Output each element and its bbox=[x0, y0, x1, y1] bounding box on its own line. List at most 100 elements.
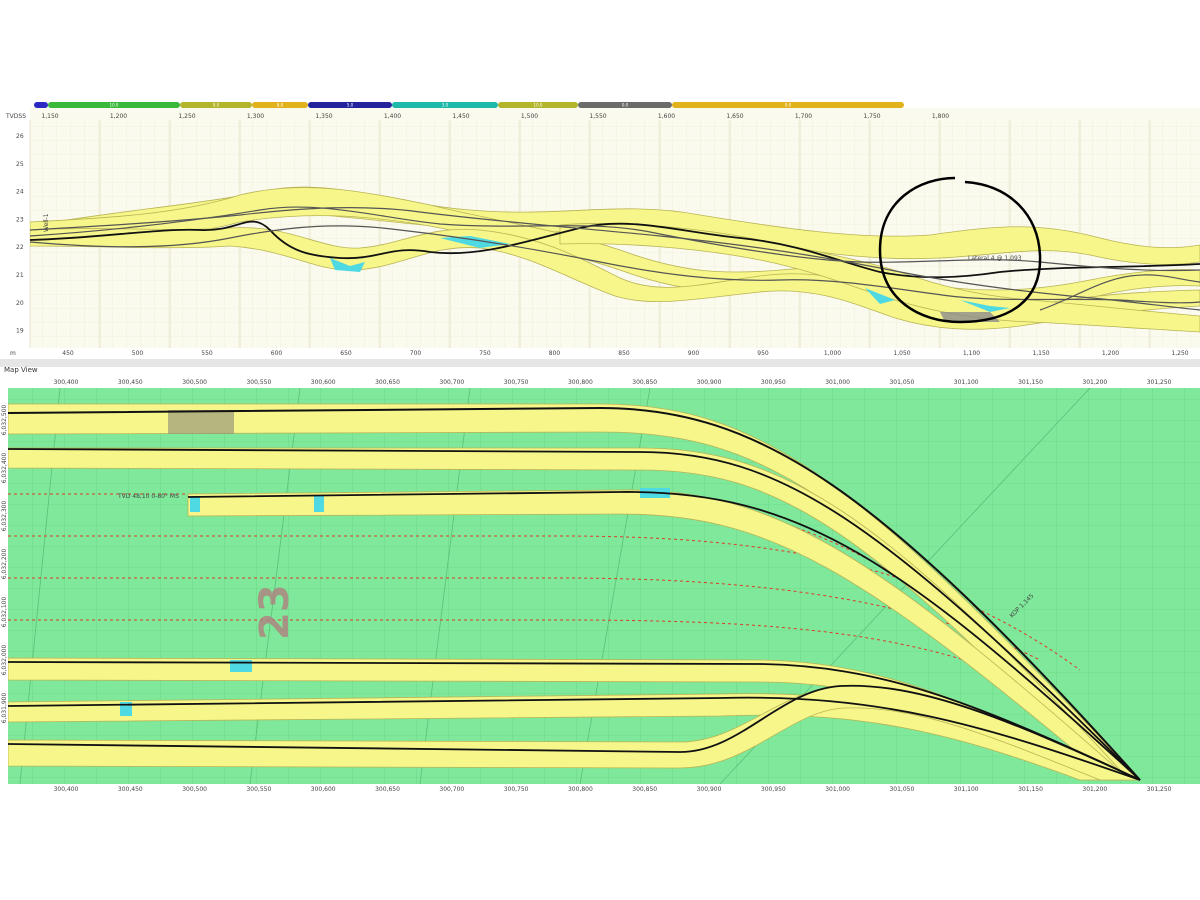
map-top-tick: 300,500 bbox=[182, 379, 207, 386]
profile-bottom-ticks: 450 500 550 600 650 700 750 800 850 900 950 1,000 1,… bbox=[62, 350, 1188, 357]
map-top-tick: 300,600 bbox=[311, 379, 336, 386]
map-y-tick: 6,032,400 bbox=[1, 453, 8, 484]
map-bottom-tick: 300,950 bbox=[761, 786, 786, 793]
profile-y-tick: 19 bbox=[16, 328, 24, 335]
profile-bottom-tick: 700 bbox=[410, 350, 422, 357]
profile-top-tick: 1,250 bbox=[178, 113, 195, 120]
map-bottom-tick: 300,750 bbox=[504, 786, 529, 793]
formation-segment-5 bbox=[308, 102, 392, 108]
map-view: Map View 300,400 300,450 300,500 300,550 300… bbox=[1, 366, 1200, 793]
profile-annotation-label: Lateral 4 @ 1,093 bbox=[968, 255, 1022, 262]
profile-y-tick: 22 bbox=[16, 244, 24, 251]
map-bottom-tick: 300,400 bbox=[54, 786, 79, 793]
map-well-3 bbox=[187, 491, 1141, 781]
profile-bottom-tick: 750 bbox=[479, 350, 491, 357]
profile-view: TVDSS 1,150 1,200 1,250 1,300 1,350 1,400 1,45… bbox=[5, 108, 1200, 357]
map-bottom-tick: 300,900 bbox=[697, 786, 722, 793]
profile-top-tick: 1,200 bbox=[110, 113, 127, 120]
map-top-tick: 300,950 bbox=[761, 379, 786, 386]
map-top-tick: 300,850 bbox=[632, 379, 657, 386]
map-top-tick: 300,800 bbox=[568, 379, 593, 386]
profile-bottom-tick: 1,000 bbox=[824, 350, 841, 357]
profile-y-tick: 20 bbox=[16, 300, 24, 307]
profile-well-trajectory-4 bbox=[30, 207, 1200, 311]
map-well-2 bbox=[8, 448, 1141, 781]
formation-segment-label: 8.0 bbox=[277, 103, 284, 108]
profile-top-tick: 1,700 bbox=[795, 113, 812, 120]
formation-segment-label: 10.0 bbox=[534, 103, 543, 108]
map-y-tick: 6,032,100 bbox=[1, 597, 8, 628]
profile-bottom-tick: 650 bbox=[340, 350, 352, 357]
profile-well-trajectory-2 bbox=[30, 206, 1200, 272]
map-top-tick: 300,450 bbox=[118, 379, 143, 386]
formation-segment-label: 9.0 bbox=[785, 103, 792, 108]
map-cyan-patch-3 bbox=[190, 496, 200, 512]
profile-top-ticks: 1,150 1,200 1,250 1,300 1,350 1,400 1,450 1,500… bbox=[41, 113, 949, 120]
map-top-ticks: 300,400 300,450 300,500 300,550 300,600 300,6… bbox=[54, 379, 1172, 386]
map-bottom-tick: 301,150 bbox=[1018, 786, 1043, 793]
profile-bottom-tick: 450 bbox=[62, 350, 74, 357]
map-y-tick: 6,032,300 bbox=[1, 501, 8, 532]
formation-segment-7 bbox=[498, 102, 578, 108]
profile-well-label-left: Well-1 bbox=[43, 213, 50, 232]
profile-top-tick: 1,150 bbox=[41, 113, 58, 120]
profile-top-tick: 1,300 bbox=[247, 113, 264, 120]
formation-bar: 10.0 9.0 8.0 5.0 3.0 10.0 0.0 9.0 bbox=[34, 102, 904, 108]
profile-well-trajectory-5 bbox=[1039, 274, 1200, 311]
map-grey-patch bbox=[168, 410, 234, 434]
planned-lateral-3 bbox=[8, 577, 1041, 661]
profile-top-tick: 1,400 bbox=[384, 113, 401, 120]
map-content: 23 TVD 48,10 0-80° MS KOP 1,145 bbox=[8, 388, 1141, 784]
map-top-tick: 300,750 bbox=[504, 379, 529, 386]
map-bottom-tick: 301,250 bbox=[1147, 786, 1172, 793]
panel-divider bbox=[0, 359, 1200, 367]
formation-segment-label: 5.0 bbox=[347, 103, 354, 108]
profile-top-tick: 1,350 bbox=[315, 113, 332, 120]
profile-top-tick: 1,550 bbox=[589, 113, 606, 120]
profile-top-tick: 1,750 bbox=[863, 113, 880, 120]
map-view-title: Map View bbox=[4, 366, 38, 374]
profile-cyan-patch-3 bbox=[865, 288, 895, 304]
map-well-1 bbox=[8, 406, 1141, 781]
map-top-tick: 300,650 bbox=[375, 379, 400, 386]
profile-y-tick: 23 bbox=[16, 216, 24, 223]
map-y-tick: 6,032,200 bbox=[1, 549, 8, 580]
formation-segment-2 bbox=[48, 102, 180, 108]
profile-bottom-tick: 850 bbox=[618, 350, 630, 357]
map-bottom-tick: 301,100 bbox=[954, 786, 979, 793]
profile-cyan-patch-1 bbox=[330, 258, 365, 272]
map-section-number: 23 bbox=[252, 584, 298, 640]
map-top-tick: 301,100 bbox=[954, 379, 979, 386]
map-bottom-tick: 301,050 bbox=[889, 786, 914, 793]
map-y-ticks: 6,032,500 6,032,400 6,032,300 6,032,200 6,03… bbox=[1, 405, 8, 724]
profile-well-trajectory-3 bbox=[30, 225, 1200, 304]
map-bottom-tick: 300,700 bbox=[439, 786, 464, 793]
map-corridor-6 bbox=[8, 685, 1141, 781]
map-well-6 bbox=[8, 684, 1141, 781]
profile-top-axis-title: TVDSS bbox=[5, 113, 26, 120]
map-bottom-tick: 300,600 bbox=[311, 786, 336, 793]
profile-top-tick: 1,600 bbox=[658, 113, 675, 120]
profile-bottom-tick: 1,250 bbox=[1171, 350, 1188, 357]
map-top-tick: 301,150 bbox=[1018, 379, 1043, 386]
formation-segment-label: 10.0 bbox=[110, 103, 119, 108]
map-y-tick: 6,032,500 bbox=[1, 405, 8, 436]
map-bottom-tick: 300,850 bbox=[632, 786, 657, 793]
formation-segment-8 bbox=[578, 102, 672, 108]
map-bottom-tick: 300,800 bbox=[568, 786, 593, 793]
map-bottom-tick: 300,650 bbox=[375, 786, 400, 793]
formation-segment-label: 3.0 bbox=[442, 103, 449, 108]
map-y-tick: 6,031,900 bbox=[1, 693, 8, 724]
formation-segment-6 bbox=[392, 102, 498, 108]
profile-corridor-2 bbox=[30, 187, 1200, 307]
formation-segment-9 bbox=[672, 102, 904, 108]
profile-bottom-tick: 800 bbox=[549, 350, 561, 357]
annotation-circle bbox=[878, 176, 1042, 324]
map-bottom-tick: 300,500 bbox=[182, 786, 207, 793]
profile-y-tick: 25 bbox=[16, 161, 24, 168]
formation-segment-1 bbox=[34, 102, 48, 108]
map-top-tick: 300,400 bbox=[54, 379, 79, 386]
planned-lateral-2 bbox=[8, 535, 1081, 671]
map-bottom-tick: 300,550 bbox=[246, 786, 271, 793]
